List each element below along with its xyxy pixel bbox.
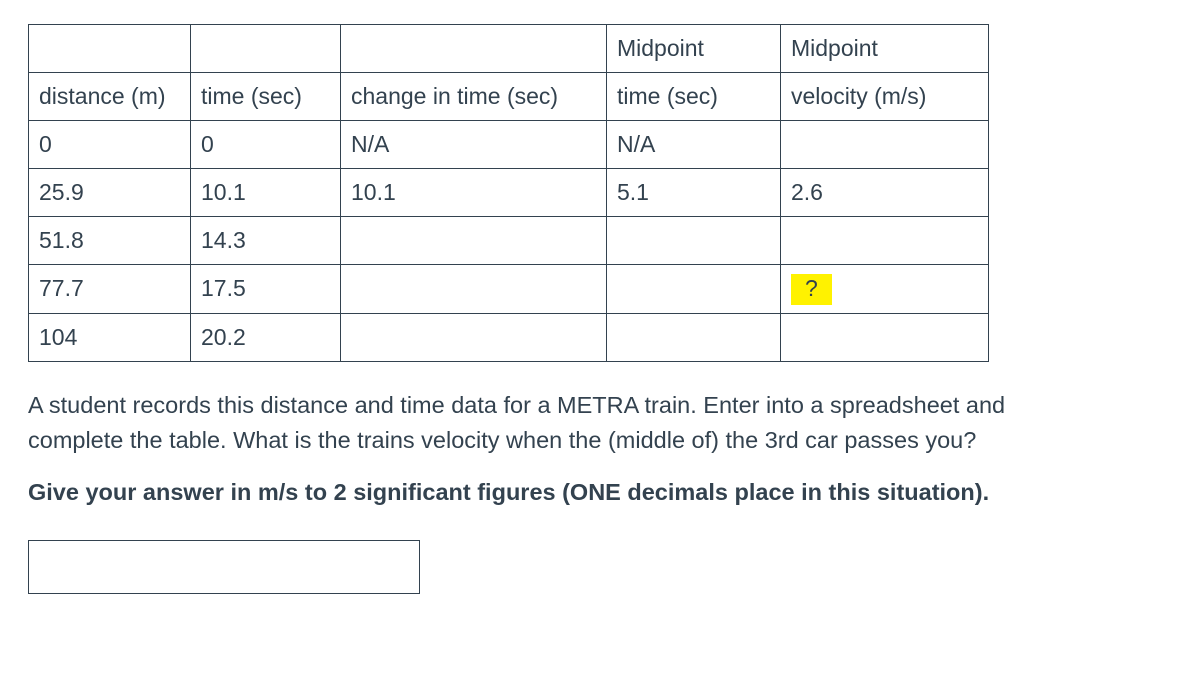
cell-change: 10.1 [341,169,607,217]
cell-distance: 0 [29,121,191,169]
header-midvel-top: Midpoint [781,25,989,73]
header-distance: distance (m) [29,73,191,121]
cell-midtime [607,265,781,313]
cell-midvel-highlight: ? [781,265,989,313]
table-row: 77.7 17.5 ? [29,265,989,313]
cell-time: 17.5 [191,265,341,313]
table-header-row-2: distance (m) time (sec) change in time (… [29,73,989,121]
header-midvel: velocity (m/s) [781,73,989,121]
header-change: change in time (sec) [341,73,607,121]
table-header-row-1: Midpoint Midpoint [29,25,989,73]
cell-midvel [781,313,989,361]
header-time: time (sec) [191,73,341,121]
cell-distance: 25.9 [29,169,191,217]
cell-time: 14.3 [191,217,341,265]
header-midtime: time (sec) [607,73,781,121]
data-table: Midpoint Midpoint distance (m) time (sec… [28,24,989,362]
header-distance-top [29,25,191,73]
cell-change [341,217,607,265]
cell-time: 0 [191,121,341,169]
question-text: A student records this distance and time… [28,388,1168,459]
highlight-badge: ? [791,274,832,304]
cell-midtime [607,313,781,361]
cell-midvel [781,121,989,169]
header-midtime-top: Midpoint [607,25,781,73]
header-change-top [341,25,607,73]
cell-midvel: 2.6 [781,169,989,217]
table-row: 0 0 N/A N/A [29,121,989,169]
cell-midtime: N/A [607,121,781,169]
cell-distance: 104 [29,313,191,361]
cell-distance: 51.8 [29,217,191,265]
question-line-2: complete the table. What is the trains v… [28,427,976,453]
cell-change: N/A [341,121,607,169]
cell-midvel [781,217,989,265]
cell-midtime: 5.1 [607,169,781,217]
question-line-1: A student records this distance and time… [28,392,1005,418]
cell-distance: 77.7 [29,265,191,313]
instruction-text: Give your answer in m/s to 2 significant… [28,479,1172,506]
table-row: 25.9 10.1 10.1 5.1 2.6 [29,169,989,217]
header-time-top [191,25,341,73]
cell-midtime [607,217,781,265]
table-row: 51.8 14.3 [29,217,989,265]
cell-change [341,265,607,313]
answer-input[interactable] [28,540,420,594]
table-row: 104 20.2 [29,313,989,361]
cell-change [341,313,607,361]
cell-time: 10.1 [191,169,341,217]
cell-time: 20.2 [191,313,341,361]
